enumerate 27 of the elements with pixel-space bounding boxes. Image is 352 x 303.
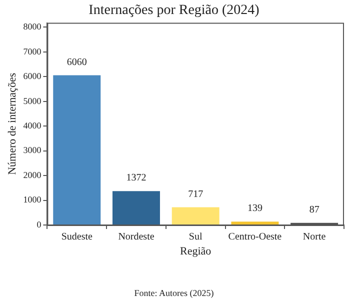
x-tick-label: Nordeste (118, 232, 155, 243)
bar (53, 75, 101, 224)
data-label: 1372 (126, 172, 146, 184)
y-tick-label: 2000 (23, 170, 42, 180)
data-label: 87 (309, 204, 320, 216)
data-label: 717 (188, 188, 204, 200)
y-tick-label: 3000 (23, 145, 42, 156)
data-label: 139 (247, 203, 262, 214)
bar (112, 191, 160, 224)
x-tick-label: Sul (188, 232, 202, 243)
y-tick-label: 6000 (23, 71, 42, 82)
bar (172, 207, 220, 224)
y-tick-label: 8000 (23, 22, 42, 32)
bar (231, 222, 279, 224)
y-tick-label: 1000 (23, 194, 42, 205)
y-tick-label: 5000 (23, 96, 42, 106)
x-tick-label: Centro-Oeste (228, 232, 282, 243)
y-axis-title: Número de internações (6, 72, 18, 175)
x-tick-label: Sudeste (61, 232, 93, 243)
y-tick-label: 7000 (23, 46, 42, 56)
source-note: Fonte: Autores (2025) (134, 288, 214, 298)
chart-title: Internações por Região (2024) (88, 3, 260, 18)
x-axis-title: Região (180, 245, 212, 258)
y-tick-label: 0 (36, 219, 42, 230)
data-label: 6060 (66, 56, 87, 68)
y-tick-label: 4000 (23, 120, 42, 130)
x-tick-label: Norte (302, 232, 326, 243)
